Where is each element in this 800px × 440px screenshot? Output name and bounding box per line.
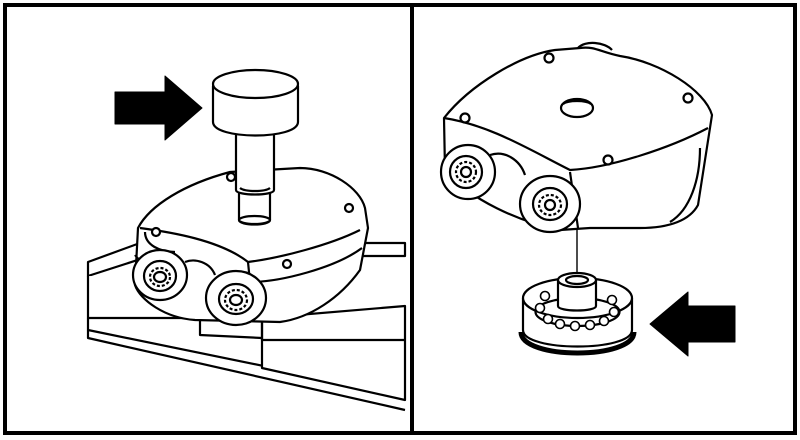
port-right-right-panel <box>518 174 582 234</box>
port-left-right-panel <box>439 143 497 201</box>
port-right <box>204 269 268 327</box>
figure-frame <box>3 3 797 435</box>
arrow-right-icon <box>114 75 203 141</box>
arrow-left-icon <box>649 291 736 357</box>
press-tool <box>211 68 300 226</box>
bearing-balls <box>534 290 620 332</box>
left-panel <box>86 68 407 412</box>
right-panel <box>439 41 736 357</box>
port-left <box>131 248 189 302</box>
bearing <box>518 271 637 356</box>
